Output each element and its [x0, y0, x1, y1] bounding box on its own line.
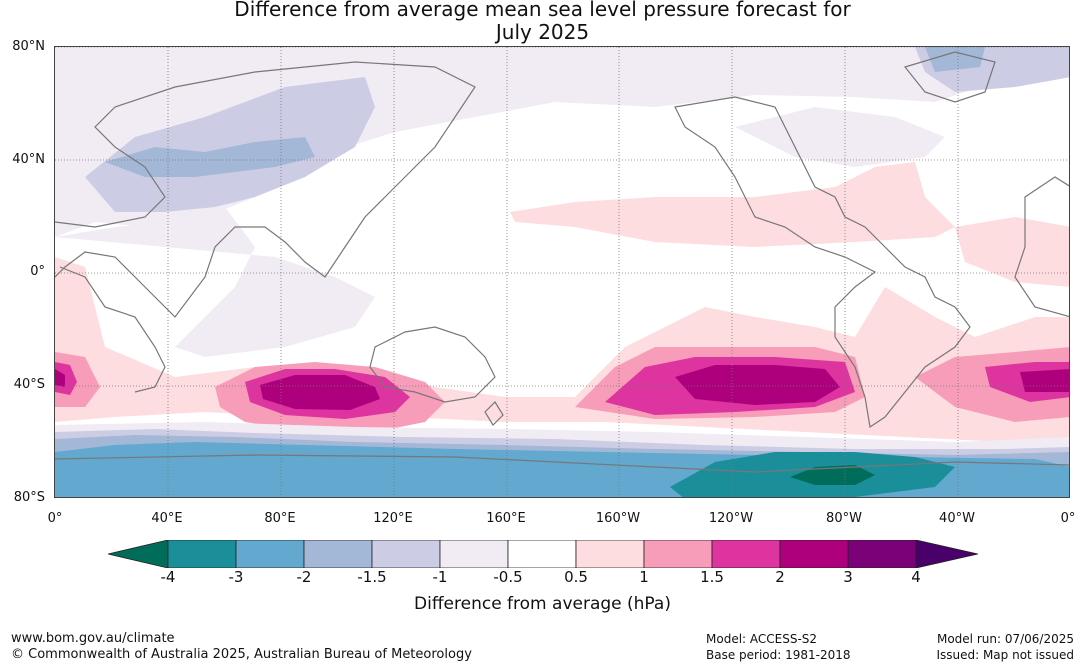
legend-tick-pos05: 0.5: [564, 568, 588, 586]
map-title-line1: Difference from average mean sea level p…: [234, 0, 851, 21]
lat-label-40n: 40°N: [12, 152, 45, 167]
map-canvas: [55, 47, 1069, 497]
lon-label-40w: 40°W: [939, 511, 975, 526]
legend-tick-neg15: -1.5: [357, 568, 387, 586]
legend-swatch-neg3-neg2: [235, 540, 305, 568]
lon-label-0-east: 0°: [1060, 511, 1076, 526]
anomaly-region-pos2-pacific: [675, 365, 840, 405]
anomaly-region-pos05-npacific: [510, 162, 955, 247]
lon-label-80e: 80°E: [264, 511, 296, 526]
legend-swatch-above-4: [915, 540, 978, 568]
legend-swatch-neutral: [507, 540, 577, 568]
legend-swatch-pos05-pos1: [575, 540, 645, 568]
lat-label-80s: 80°S: [13, 490, 45, 505]
coastlines: [55, 51, 1069, 473]
legend-tick-neg05: -0.5: [493, 568, 523, 586]
lat-label-0: 0°: [30, 264, 45, 279]
footer-model-run: Model run: 07/06/2025: [936, 632, 1074, 646]
lon-label-40e: 40°E: [151, 511, 183, 526]
anomaly-region-pos05-atlantic: [955, 217, 1069, 287]
lat-label-40s: 40°S: [13, 377, 45, 392]
anomaly-region-neg1-eurasia: [85, 77, 375, 212]
legend-tick-pos15: 1.5: [700, 568, 724, 586]
legend-tick-neg4: -4: [160, 568, 176, 586]
legend-tick-pos1: 1: [639, 568, 649, 586]
anomaly-region-neg05-asia: [55, 207, 375, 357]
footer-model: Model: ACCESS-S2: [706, 632, 818, 646]
footer-copyright: © Commonwealth of Australia 2025, Austra…: [11, 647, 472, 662]
legend-tick-neg3: -3: [228, 568, 244, 586]
legend-swatch-pos3-pos4: [847, 540, 917, 568]
legend-tick-pos4: 4: [911, 568, 921, 586]
legend-title: Difference from average (hPa): [414, 594, 671, 614]
gridlines: [55, 47, 1069, 497]
legend-swatch-neg15-neg1: [371, 540, 441, 568]
footer-issued: Issued: Map not issued: [936, 648, 1074, 662]
legend-tick-pos3: 3: [843, 568, 853, 586]
legend-tick-pos2: 2: [775, 568, 785, 586]
legend-swatch-pos15-pos2: [711, 540, 781, 568]
footer-website: www.bom.gov.au/climate: [11, 631, 175, 646]
lat-label-80n: 80°N: [12, 39, 45, 54]
anomaly-region-neg15-eurasia: [105, 137, 315, 177]
footer-base-period: Base period: 1981-2018: [706, 648, 851, 662]
legend-tick-neg1: -1: [432, 568, 448, 586]
anomaly-region-pos2-west: [55, 369, 65, 387]
pressure-anomaly-map: [54, 46, 1070, 498]
lon-label-0: 0°: [47, 511, 63, 526]
lon-label-120e: 120°E: [373, 511, 413, 526]
anomaly-region-neg15-greenland: [925, 47, 985, 72]
anomaly-region-pos2-satlantic: [1020, 369, 1069, 392]
lon-label-120w: 120°W: [708, 511, 754, 526]
anomaly-region-neg05-namerica: [735, 107, 945, 167]
legend-tick-neg2: -2: [296, 568, 312, 586]
anomaly-region-pos15-west: [55, 362, 77, 395]
legend-swatch-pos1-pos15: [643, 540, 713, 568]
anomaly-region-neg4-antarctic: [790, 465, 875, 485]
lon-label-160e: 160°E: [486, 511, 526, 526]
legend-swatch-neg4-neg3: [167, 540, 237, 568]
lon-label-160w: 160°W: [595, 511, 641, 526]
legend-swatch-below-4: [108, 540, 169, 568]
legend-colorbar: [108, 540, 978, 568]
anomaly-region-pos2-indian: [260, 375, 380, 410]
lon-label-80w: 80°W: [826, 511, 862, 526]
legend-swatch-neg1-neg05: [439, 540, 509, 568]
legend-swatch-pos2-pos3: [779, 540, 849, 568]
legend-swatch-neg2-neg15: [303, 540, 373, 568]
map-title-line2: July 2025: [495, 20, 590, 44]
